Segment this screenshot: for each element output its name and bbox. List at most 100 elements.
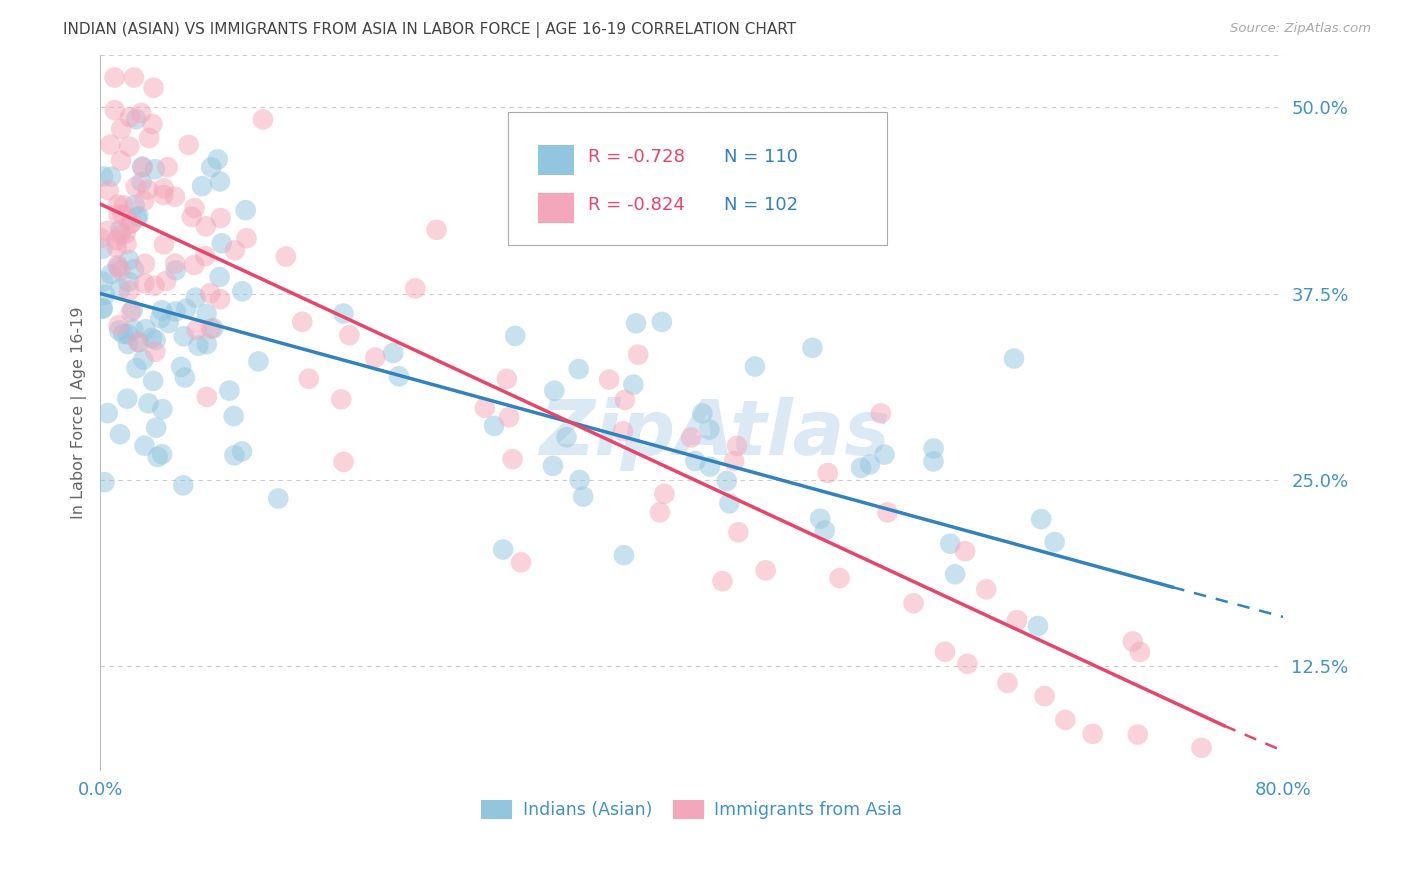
Point (207, 153, 229, 167)
Point (218, 384, 240, 398)
Point (723, 454, 745, 468)
Point (117, 327, 139, 342)
Point (184, 291, 207, 305)
Point (145, 333, 167, 347)
Point (127, 209, 149, 223)
Point (1126, 728, 1149, 742)
Point (114, 227, 136, 241)
Point (96, 224, 118, 238)
Point (222, 409, 245, 423)
Point (191, 179, 214, 194)
Point (155, 274, 177, 288)
Point (170, 359, 193, 374)
Point (107, 197, 129, 211)
Point (654, 487, 676, 501)
Point (134, 194, 156, 208)
Point (247, 354, 270, 368)
Point (364, 351, 387, 365)
Point (141, 117, 163, 131)
Point (876, 505, 898, 519)
Point (681, 430, 703, 444)
Point (145, 420, 167, 434)
Point (195, 390, 218, 404)
Point (124, 198, 146, 212)
Point (108, 427, 131, 442)
Point (482, 418, 505, 433)
Point (120, 305, 142, 319)
Point (498, 410, 520, 425)
Point (200, 160, 222, 174)
Point (208, 175, 231, 189)
Point (1081, 727, 1104, 741)
Point (621, 377, 644, 392)
Point (568, 362, 591, 376)
Point (1043, 535, 1066, 549)
Point (1191, 740, 1213, 755)
Point (146, 450, 169, 464)
Point (859, 458, 882, 472)
Text: R = -0.728: R = -0.728 (588, 148, 685, 167)
Point (755, 563, 778, 577)
Point (1031, 512, 1053, 526)
Point (974, 582, 997, 597)
Point (143, 344, 166, 359)
Point (110, 122, 132, 136)
Point (1002, 351, 1025, 366)
Point (718, 496, 741, 510)
Point (118, 217, 141, 231)
Point (110, 227, 132, 242)
FancyBboxPatch shape (538, 145, 574, 176)
Point (555, 430, 578, 444)
Point (165, 257, 187, 271)
Point (209, 292, 232, 306)
Point (105, 241, 128, 255)
Point (627, 348, 650, 362)
Point (849, 460, 872, 475)
Point (112, 198, 135, 212)
Point (134, 439, 156, 453)
Point (121, 216, 143, 230)
Point (648, 505, 671, 519)
Point (91, 275, 114, 289)
Point (744, 359, 766, 374)
Point (143, 162, 166, 177)
Point (107, 260, 129, 274)
Point (183, 201, 205, 215)
Point (172, 478, 194, 492)
Point (118, 284, 141, 298)
Point (117, 337, 139, 351)
Point (97, 406, 120, 420)
Point (200, 322, 222, 336)
Point (828, 571, 851, 585)
Point (291, 315, 314, 329)
Point (699, 459, 721, 474)
Point (132, 352, 155, 367)
Point (956, 657, 979, 671)
Point (612, 424, 634, 438)
Point (332, 306, 354, 320)
Point (503, 329, 526, 343)
Point (94, 288, 117, 302)
Point (125, 179, 148, 194)
Point (117, 275, 139, 289)
Point (110, 282, 132, 296)
Point (142, 80, 165, 95)
Point (252, 112, 274, 127)
Y-axis label: In Labor Force | Age 16-19: In Labor Force | Age 16-19 (72, 307, 87, 519)
Point (195, 307, 218, 321)
Point (510, 555, 533, 569)
Point (180, 210, 202, 224)
Text: Source: ZipAtlas.com: Source: ZipAtlas.com (1230, 22, 1371, 36)
Point (107, 258, 129, 272)
Point (211, 236, 233, 251)
Point (572, 490, 595, 504)
Point (108, 223, 131, 237)
Point (298, 372, 321, 386)
Point (131, 175, 153, 189)
Text: ZipAtlas: ZipAtlas (540, 397, 891, 471)
Point (873, 448, 896, 462)
Point (128, 335, 150, 350)
Point (939, 537, 962, 551)
Point (91, 301, 114, 316)
Point (183, 258, 205, 272)
